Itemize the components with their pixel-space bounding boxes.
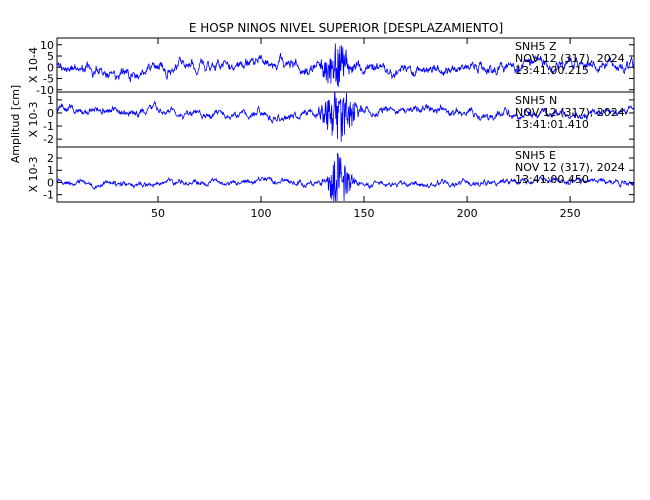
y-tick-label: 1 — [47, 164, 54, 177]
series-line-2 — [56, 92, 635, 142]
panel-frame — [56, 146, 635, 203]
scale-label: X 10-4 — [27, 47, 40, 83]
y-tick-label: -10 — [36, 84, 54, 97]
series-line-1 — [56, 43, 635, 88]
x-axis: 50 100 150 200 250 — [151, 38, 581, 220]
y-tick-label: -1 — [43, 120, 54, 133]
y-tick-label: -5 — [43, 73, 54, 86]
x-tick-label: 100 — [251, 207, 272, 220]
x-tick-label: 200 — [457, 207, 478, 220]
y-tick-label: 10 — [40, 39, 54, 52]
y-tick-label: 5 — [47, 50, 54, 63]
date-label: NOV 12 (317), 2024 — [515, 161, 625, 174]
scale-label: X 10-3 — [27, 102, 40, 138]
y-tick-label: -1 — [43, 189, 54, 202]
x-tick-label: 150 — [354, 207, 375, 220]
channel-label: SNH5 Z — [515, 40, 557, 53]
date-label: NOV 12 (317), 2024 — [515, 106, 625, 119]
y-axis-label: Amplitud [cm] — [9, 85, 22, 163]
time-label: 13:41:00.215 — [515, 64, 589, 77]
y-tick-label: 1 — [47, 94, 54, 107]
x-tick-label: 250 — [560, 207, 581, 220]
y-tick-label: 0 — [47, 107, 54, 120]
x-tick-label: 50 — [151, 207, 165, 220]
series-line-3 — [56, 152, 635, 202]
y-tick-label: 2 — [47, 152, 54, 165]
y-tick-label: 0 — [47, 61, 54, 74]
time-label: 13:41:01.410 — [515, 118, 589, 131]
chart-title: E HOSP NINOS NIVEL SUPERIOR [DESPLAZAMIE… — [189, 21, 503, 35]
y-tick-label: -2 — [43, 133, 54, 146]
y-tick-label: 0 — [47, 176, 54, 189]
time-label: 13:41:00.450 — [515, 173, 589, 186]
date-label: NOV 12 (317), 2024 — [515, 52, 625, 65]
channel-label: SNH5 E — [515, 149, 556, 162]
scale-label: X 10-3 — [27, 157, 40, 193]
channel-label: SNH5 N — [515, 94, 557, 107]
